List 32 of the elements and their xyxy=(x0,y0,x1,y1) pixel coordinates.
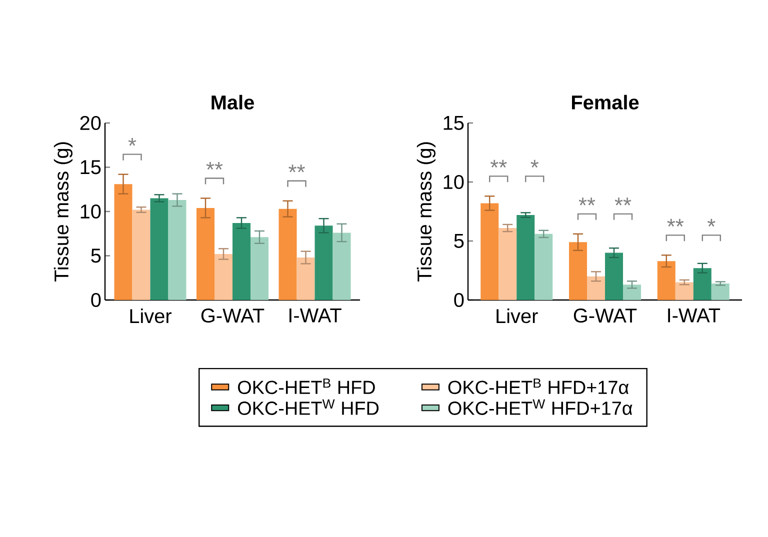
y-tick-label: 15 xyxy=(80,160,101,174)
annotation: * xyxy=(128,138,136,146)
y-tick-label: 10 xyxy=(80,204,101,219)
y-tick-label: 10 xyxy=(444,174,464,190)
y-tick-label: 20 xyxy=(80,116,101,130)
legend-label: OKC-HET$^{B}$ HFD xyxy=(238,378,375,394)
y-tick-label: 0 xyxy=(454,292,464,308)
x-tick-label: G-WAT xyxy=(574,308,637,323)
annotation: ** xyxy=(206,162,223,170)
annotation: ** xyxy=(578,198,596,206)
y-tick-label: 5 xyxy=(454,234,464,248)
chart-title: Male xyxy=(212,94,254,110)
legend-label: OKC-HET$^{W}$ HFD+17α xyxy=(448,399,632,415)
legend-label: OKC-HET$^{B}$ HFD+17α xyxy=(448,378,629,394)
annotation: ** xyxy=(667,218,684,227)
y-axis-title: Tissue mass (g) xyxy=(416,142,436,282)
annotation: ** xyxy=(288,164,305,172)
x-tick-label: Liver xyxy=(496,308,538,324)
x-tick-label: I-WAT xyxy=(668,308,720,322)
annotation: ** xyxy=(614,198,632,206)
legend-label: OKC-HET$^{W}$ HFD xyxy=(238,399,379,415)
annotation: * xyxy=(530,160,539,168)
y-axis-title: Tissue mass (g) xyxy=(54,142,72,282)
x-tick-label: I-WAT xyxy=(289,308,342,322)
y-tick-label: 0 xyxy=(91,292,101,308)
x-tick-label: Liver xyxy=(130,308,172,324)
chart-title: Female xyxy=(572,94,639,110)
y-tick-label: 5 xyxy=(91,248,101,263)
annotation: ** xyxy=(490,160,507,168)
x-tick-label: G-WAT xyxy=(201,308,264,323)
y-tick-label: 15 xyxy=(444,116,464,130)
annotation: * xyxy=(707,218,716,227)
